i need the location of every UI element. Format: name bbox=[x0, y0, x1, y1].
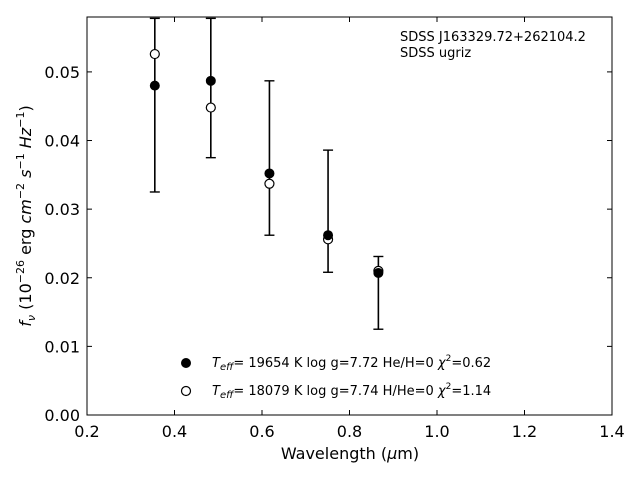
x-tick-label: 0.4 bbox=[162, 422, 187, 441]
y-tick-label: 0.05 bbox=[44, 63, 80, 82]
annotation-block: SDSS J163329.72+262104.2 SDSS ugriz bbox=[400, 30, 586, 61]
legend-entry-2: Teff= 18079 K log g=7.74 H/He=0 χ2=1.14 bbox=[212, 382, 491, 401]
legend-entry-1: Teff= 19654 K log g=7.72 He/H=0 χ2=0.62 bbox=[212, 354, 491, 373]
legend-marker-open bbox=[180, 385, 192, 397]
point-filled bbox=[205, 75, 216, 86]
legend-marker-filled bbox=[181, 358, 191, 368]
point-filled bbox=[373, 267, 384, 278]
point-filled bbox=[323, 230, 334, 241]
x-tick-label: 1.2 bbox=[512, 422, 537, 441]
x-tick-label: 1.4 bbox=[599, 422, 624, 441]
x-tick-label: 1.0 bbox=[424, 422, 449, 441]
point-filled bbox=[149, 80, 160, 91]
x-axis-label: Wavelength (μm) bbox=[281, 444, 419, 463]
x-tick-label: 0.2 bbox=[74, 422, 99, 441]
y-tick-label: 0.01 bbox=[44, 337, 80, 356]
x-tick-label: 0.6 bbox=[249, 422, 274, 441]
plot-frame bbox=[86, 16, 613, 416]
legend: Teff= 19654 K log g=7.72 He/H=0 χ2=0.62 … bbox=[180, 354, 491, 401]
axis-ticks: 0.2 0.4 0.6 0.8 1.0 1.2 1.4 0.00 0.01 0.02 0.03 0.0… bbox=[44, 17, 625, 441]
y-tick-label: 0.00 bbox=[44, 406, 80, 425]
point-filled bbox=[264, 168, 275, 179]
annotation-filter-set: SDSS ugriz bbox=[400, 46, 471, 61]
point-open bbox=[149, 48, 160, 60]
y-tick-label: 0.03 bbox=[44, 200, 80, 219]
x-tick-label: 0.8 bbox=[337, 422, 362, 441]
y-tick-label: 0.04 bbox=[44, 132, 80, 151]
y-axis-label: fν (10−26 erg cm−2 s−1 Hz−1) bbox=[14, 105, 38, 326]
annotation-object-name: SDSS J163329.72+262104.2 bbox=[400, 30, 586, 45]
point-open bbox=[205, 102, 216, 113]
point-open bbox=[264, 178, 275, 189]
y-tick-label: 0.02 bbox=[44, 269, 80, 288]
data-markers bbox=[149, 48, 384, 278]
